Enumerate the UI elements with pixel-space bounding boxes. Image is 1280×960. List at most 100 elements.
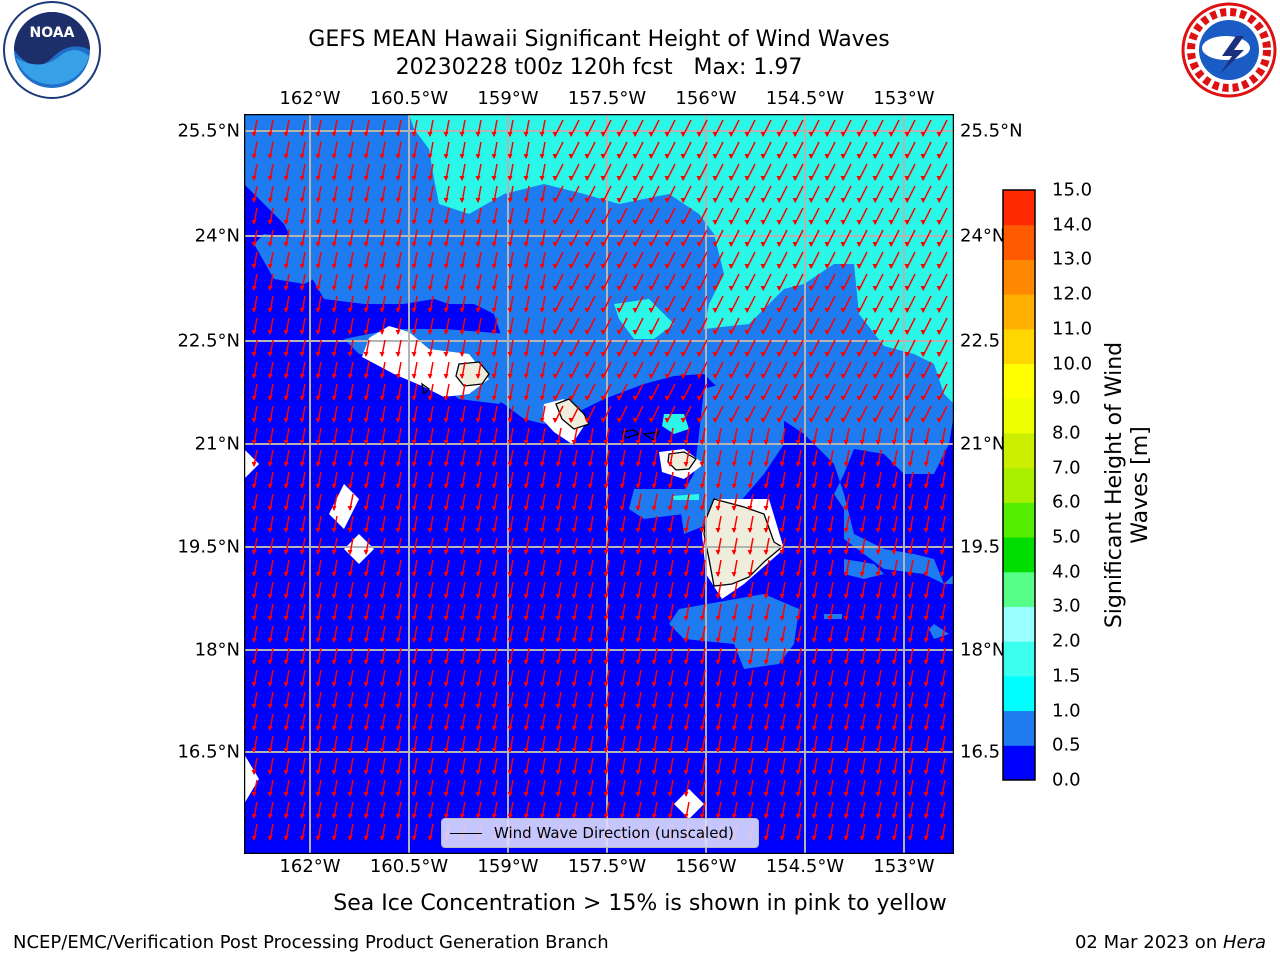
wave-direction-arrowhead [475, 726, 481, 731]
wave-direction-arrowhead [475, 374, 481, 379]
wave-direction-arrowhead [907, 594, 913, 599]
wave-direction-arrowhead [680, 330, 686, 335]
wave-direction-arrowhead [811, 616, 817, 621]
wave-direction-arrowhead [251, 396, 257, 401]
wave-direction-arrowhead [555, 748, 561, 753]
wave-direction-arrowhead [763, 726, 769, 731]
wave-direction-arrowhead [651, 792, 657, 797]
wave-direction-arrowhead [811, 638, 817, 643]
wave-direction-arrowhead [776, 352, 782, 357]
wave-direction-arrowhead [491, 704, 497, 709]
wave-direction-arrowhead [856, 418, 862, 423]
wave-direction-arrowhead [251, 594, 257, 599]
wave-direction-arrowhead [491, 748, 497, 753]
wave-direction-arrowhead [651, 550, 657, 555]
wave-direction-arrowhead [363, 814, 369, 819]
wave-direction-arrowhead [331, 748, 337, 753]
wave-direction-arrowhead [795, 616, 801, 621]
wave-direction-arrowhead [443, 176, 449, 181]
wave-direction-arrowhead [331, 484, 337, 489]
wave-direction-arrowhead [475, 770, 481, 775]
wave-direction-arrowhead [779, 440, 785, 445]
wave-direction-arrowhead [763, 616, 769, 621]
wave-direction-arrowhead [651, 572, 657, 577]
wave-direction-arrowhead [664, 242, 670, 247]
colorbar-tick-label: 0.5 [1052, 734, 1081, 756]
wave-direction-arrowhead [299, 396, 305, 401]
wave-direction-arrowhead [731, 462, 737, 467]
wave-direction-arrowhead [523, 396, 529, 401]
wave-direction-arrowhead [763, 484, 769, 489]
wave-direction-arrowhead [904, 220, 910, 225]
wave-direction-arrowhead [872, 396, 878, 401]
wave-direction-arrowhead [491, 770, 497, 775]
wave-direction-arrowhead [491, 264, 497, 269]
wave-direction-arrowhead [680, 198, 686, 203]
wave-direction-arrowhead [664, 132, 670, 137]
wave-direction-arrowhead [379, 704, 385, 709]
wave-direction-arrowhead [939, 528, 945, 533]
wave-direction-arrowhead [763, 660, 769, 665]
wave-direction-arrowhead [427, 154, 433, 159]
wave-direction-arrowhead [507, 286, 513, 291]
lon-tick-bottom: 157.5°W [567, 856, 647, 877]
wave-direction-arrowhead [523, 770, 529, 775]
wave-direction-arrowhead [395, 396, 401, 401]
wave-direction-arrowhead [699, 572, 705, 577]
wave-direction-arrowhead [379, 550, 385, 555]
wave-direction-arrowhead [779, 704, 785, 709]
wave-direction-arrowhead [776, 286, 782, 291]
wave-direction-arrowhead [827, 704, 833, 709]
wave-direction-arrowhead [507, 660, 513, 665]
wave-direction-arrowhead [904, 396, 910, 401]
wave-direction-arrowhead [904, 374, 910, 379]
wave-direction-arrowhead [683, 638, 689, 643]
wave-direction-arrowhead [331, 242, 337, 247]
wave-direction-arrowhead [539, 330, 545, 335]
wave-direction-arrowhead [283, 264, 289, 269]
wave-direction-arrowhead [411, 418, 417, 423]
wave-direction-arrowhead [299, 374, 305, 379]
wave-direction-arrowhead [824, 330, 830, 335]
wave-direction-arrowhead [603, 682, 609, 687]
wave-direction-arrowhead [539, 286, 545, 291]
wave-direction-arrowhead [936, 242, 942, 247]
wave-direction-arrowhead [619, 440, 625, 445]
wave-direction-arrowhead [283, 550, 289, 555]
wave-direction-arrowhead [331, 682, 337, 687]
wave-direction-arrowhead [315, 770, 321, 775]
wave-direction-arrowhead [459, 176, 465, 181]
wave-direction-arrowhead [744, 418, 750, 423]
wave-direction-arrowhead [299, 308, 305, 313]
wave-direction-arrowhead [840, 154, 846, 159]
wave-direction-arrowhead [555, 484, 561, 489]
wave-direction-arrowhead [299, 220, 305, 225]
wave-direction-arrowhead [523, 550, 529, 555]
wave-direction-arrowhead [491, 814, 497, 819]
wave-direction-arrowhead [904, 132, 910, 137]
wave-direction-arrowhead [427, 374, 433, 379]
wave-direction-arrowhead [859, 792, 865, 797]
wave-direction-arrowhead [507, 506, 513, 511]
wave-direction-arrowhead [267, 176, 273, 181]
wave-direction-arrowhead [395, 528, 401, 533]
wave-direction-arrowhead [331, 330, 337, 335]
colorbar-tick-label: 8.0 [1052, 422, 1081, 444]
wave-direction-arrowhead [395, 748, 401, 753]
wave-direction-arrowhead [475, 220, 481, 225]
wave-direction-arrowhead [283, 352, 289, 357]
wave-direction-arrowhead [635, 660, 641, 665]
wave-direction-arrowhead [648, 286, 654, 291]
wave-direction-arrowhead [363, 198, 369, 203]
wave-direction-arrowhead [475, 440, 481, 445]
wave-direction-arrowhead [347, 704, 353, 709]
wave-direction-arrowhead [491, 308, 497, 313]
wave-direction-arrowhead [539, 396, 545, 401]
wave-direction-arrowhead [635, 528, 641, 533]
legend-label: Wind Wave Direction (unscaled) [494, 824, 734, 842]
wave-direction-arrowhead [712, 242, 718, 247]
wave-direction-arrowhead [379, 506, 385, 511]
wave-direction-arrowhead [939, 484, 945, 489]
wave-direction-arrowhead [635, 550, 641, 555]
wave-direction-arrowhead [283, 506, 289, 511]
